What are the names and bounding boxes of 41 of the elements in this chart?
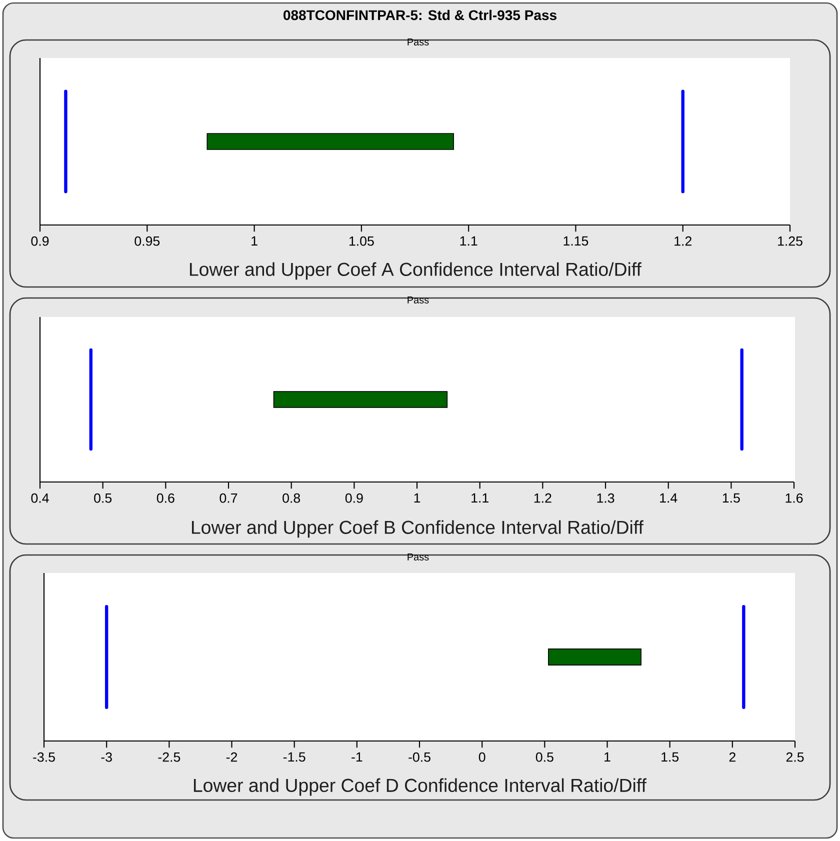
x-tick-label: 1 <box>252 236 258 246</box>
x-tick-label: 1.6 <box>786 493 803 503</box>
chart-title: 088TCONFINTPAR-5: Std & Ctrl-935 Pass <box>284 10 556 20</box>
x-tick-label: 0.8 <box>282 493 300 503</box>
x-tick-label: 1.25 <box>778 236 802 246</box>
x-tick-label: 1.1 <box>460 236 478 246</box>
x-tick-label: 2 <box>729 752 736 762</box>
x-tick-label: -0.5 <box>408 752 430 762</box>
x-tick-label: -1 <box>352 752 362 762</box>
x-tick-label: 0.5 <box>536 752 554 762</box>
x-tick-label: 1 <box>604 752 610 762</box>
x-axis-title: Lower and Upper Coef D Confidence Interval Ratio/Diff <box>194 778 646 796</box>
x-tick-label: 0.5 <box>94 493 112 503</box>
x-tick-label: -3.5 <box>33 752 55 762</box>
x-tick-label: 0 <box>478 752 486 762</box>
x-tick-label: 2.5 <box>786 752 804 762</box>
x-tick-label: 0.7 <box>220 493 238 503</box>
x-tick-label: 1.15 <box>564 236 588 246</box>
x-tick-label: 1.4 <box>660 493 678 503</box>
x-tick-label: -3 <box>101 752 112 762</box>
x-tick-label: 1.3 <box>597 493 614 503</box>
x-tick-label: -2 <box>226 752 238 762</box>
x-tick-label: 1 <box>414 493 420 503</box>
x-tick-label: 1.5 <box>662 752 679 762</box>
x-tick-label: 1.5 <box>722 493 740 503</box>
x-tick-label: 0.6 <box>156 493 174 503</box>
x-tick-label: 0.4 <box>31 493 49 503</box>
x-tick-label: 0.95 <box>134 236 160 246</box>
x-tick-label: 0.9 <box>345 493 363 503</box>
x-tick-label: -1.5 <box>283 752 306 762</box>
x-tick-label: 1.05 <box>349 236 374 246</box>
x-tick-label: -2.5 <box>158 752 180 762</box>
x-tick-label: 1.1 <box>472 493 488 503</box>
chart-subtitle: Pass <box>408 554 429 560</box>
x-tick-label: 1.2 <box>674 236 692 246</box>
x-axis-title: Lower and Upper Coef B Confidence Interval Ratio/Diff <box>192 520 644 538</box>
x-axis-title: Lower and Upper Coef A Confidence Interval Ratio/Diff <box>190 262 642 280</box>
chart-subtitle: Pass <box>408 38 429 46</box>
x-tick-label: 1.2 <box>534 493 552 503</box>
x-tick-label: 0.9 <box>31 236 49 246</box>
chart-subtitle: Pass <box>408 296 429 304</box>
